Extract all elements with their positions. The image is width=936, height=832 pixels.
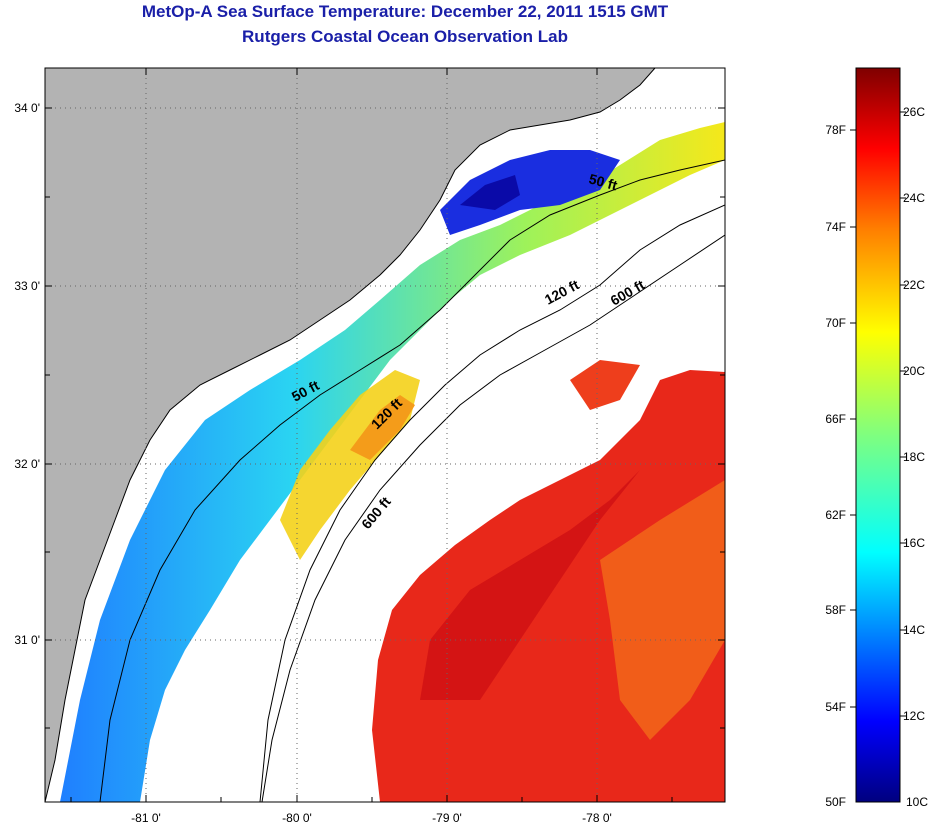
map-area: 50 ft 50 ft 120 ft 120 ft 600 ft 600 ft	[45, 68, 725, 802]
colorbar-f-label: 74F	[825, 220, 846, 234]
colorbar-f-label: 62F	[825, 508, 846, 522]
gulf-stream-eastern-patch	[570, 360, 640, 410]
colorbar-c-label: 20C	[903, 364, 925, 378]
lon-label-80: -80 0'	[282, 811, 312, 825]
colorbar-c-label: 12C	[903, 709, 925, 723]
gulf-stream-core	[420, 430, 660, 700]
colorbar-gradient	[855, 67, 901, 803]
coldest-nearshore-core	[460, 175, 520, 210]
colorbar-f-label: 70F	[825, 316, 846, 330]
colorbar-c-label: 18C	[903, 450, 925, 464]
graticule	[45, 68, 725, 802]
isobath-50ft	[99, 159, 725, 802]
gulf-stream-edge	[600, 480, 725, 740]
colorbar-c-label: 16C	[903, 536, 925, 550]
isobath-600ft	[261, 234, 725, 802]
axis-ticks	[45, 68, 725, 802]
lat-label-31: 31 0'	[14, 633, 40, 647]
contour-label-50ft-north: 50 ft	[587, 170, 619, 193]
lat-label-34: 34 0'	[14, 101, 40, 115]
isobath-120ft	[259, 204, 725, 802]
map-subtitle: Rutgers Coastal Ocean Observation Lab	[242, 27, 568, 46]
lat-label-33: 33 0'	[14, 279, 40, 293]
colorbar-c-label: 10C	[906, 795, 928, 809]
colorbar-f-label: 50F	[825, 795, 846, 809]
map-title: MetOp-A Sea Surface Temperature: Decembe…	[141, 2, 669, 21]
colorbar: 78F 74F 70F 66F 62F 58F 54F 50F 26C 24C …	[825, 67, 928, 809]
colorbar-c-label: 26C	[903, 105, 925, 119]
lon-label-81: -81 0'	[131, 811, 161, 825]
outer-shelf-patch	[350, 395, 415, 460]
lon-label-79: -79 0'	[432, 811, 462, 825]
lon-label-78: -78 0'	[582, 811, 612, 825]
colorbar-f-label: 54F	[825, 700, 846, 714]
cold-nearshore-water	[440, 150, 620, 235]
shelf-water	[60, 122, 725, 802]
colorbar-c-label: 14C	[903, 623, 925, 637]
lat-label-32: 32 0'	[14, 457, 40, 471]
map-frame	[44, 67, 726, 803]
colorbar-c-label: 22C	[903, 278, 925, 292]
land	[45, 68, 655, 802]
colorbar-f-label: 66F	[825, 412, 846, 426]
colorbar-f-label: 78F	[825, 123, 846, 137]
colorbar-c-label: 24C	[903, 191, 925, 205]
colorbar-f-label: 58F	[825, 603, 846, 617]
coastline	[45, 68, 656, 802]
